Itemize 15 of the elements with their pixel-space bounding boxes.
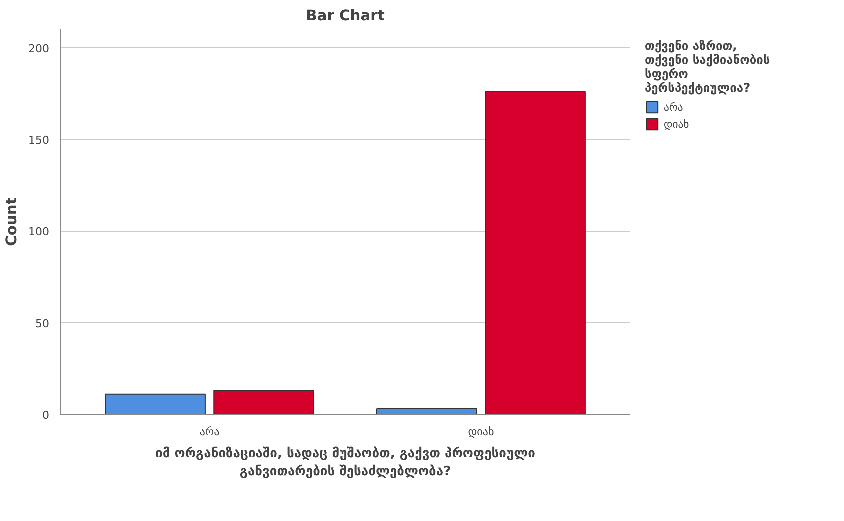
bar xyxy=(214,390,315,414)
bar xyxy=(485,91,586,414)
bar xyxy=(105,394,206,414)
chart-title: Bar Chart xyxy=(306,8,385,24)
y-tick-label: 50 xyxy=(36,317,50,330)
y-tick-label: 200 xyxy=(28,42,50,56)
legend-label: დიახ xyxy=(664,118,690,130)
x-axis-title: იმ ორგანიზაციაში, სადაც მუშაობთ, გაქვთ პროფესიული განვითარების შესაძლებლობა? xyxy=(156,446,536,480)
legend-label: არა xyxy=(664,100,684,114)
legend-title: თქვენი აზრით, თქვენი საქმიანობის სფერო პერსპექტიულია? xyxy=(645,39,770,95)
y-tick-label: 150 xyxy=(28,134,50,147)
y-tick-label: 100 xyxy=(28,226,50,239)
y-tick-label: 0 xyxy=(42,409,50,422)
y-axis-title: Count xyxy=(4,198,21,246)
bar xyxy=(376,408,478,414)
